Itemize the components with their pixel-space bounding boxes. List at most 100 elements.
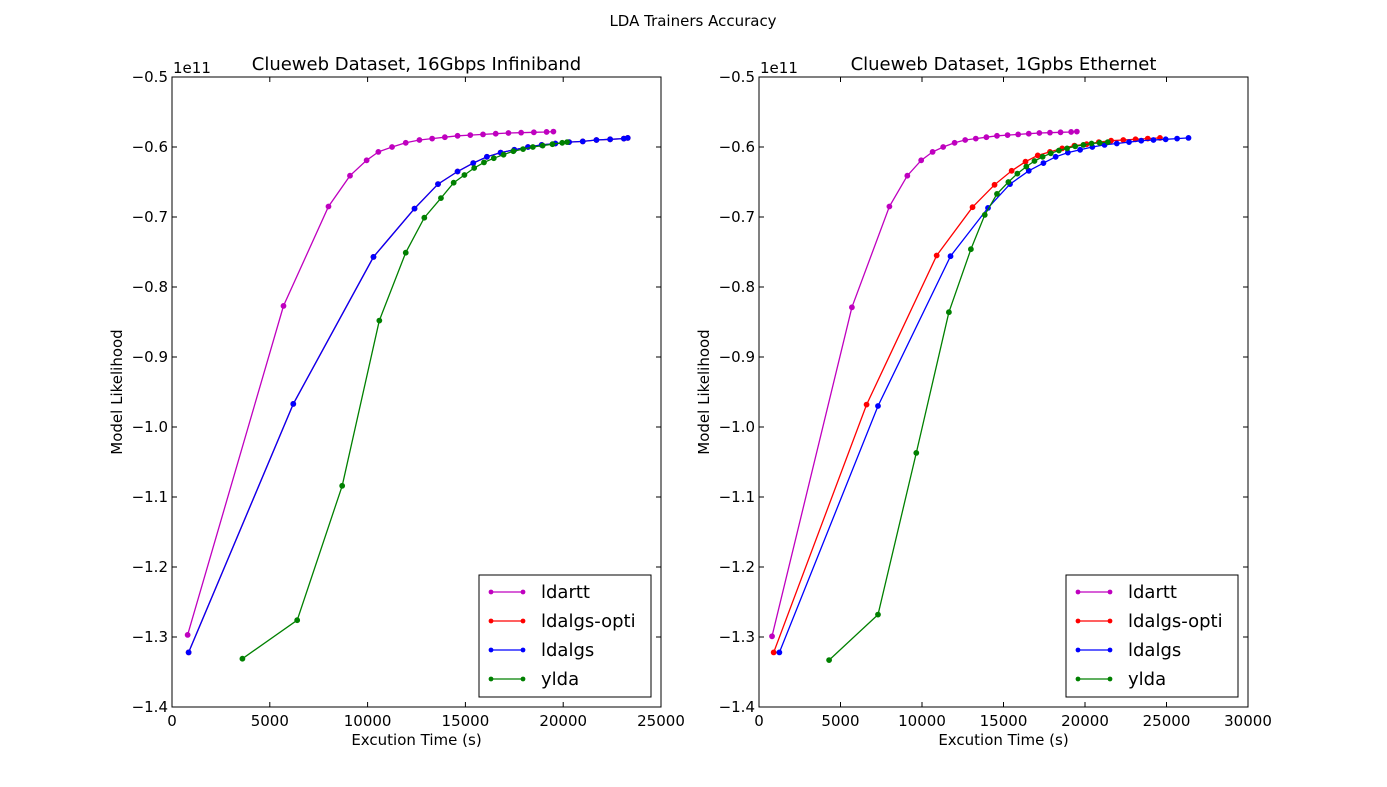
y-axis-label: Model Likelihood <box>695 329 713 454</box>
data-point-ldalgs-opti <box>1120 137 1127 143</box>
data-point-ylda <box>1072 143 1079 150</box>
y-tick-label: −0.7 <box>719 208 755 226</box>
data-point-ylda <box>1104 139 1111 146</box>
data-point-ldartt <box>505 130 512 136</box>
data-point-ylda <box>529 144 536 150</box>
legend-label: ldalgs <box>541 640 594 661</box>
data-point-ldartt <box>280 303 287 309</box>
legend-swatch-marker <box>1075 647 1081 653</box>
data-point-ylda <box>376 317 383 324</box>
legend-swatch-marker <box>488 618 494 624</box>
y-tick-label: −1.3 <box>132 628 168 646</box>
data-point-ldartt <box>918 157 925 164</box>
legend: ldartt ldalgs-opti ldalgs ylda <box>478 574 652 698</box>
series-ylda <box>826 139 1111 663</box>
data-point-ldalgs <box>624 135 631 141</box>
data-point-ylda <box>981 212 988 218</box>
legend-label: ylda <box>541 669 579 690</box>
legend-box <box>478 574 652 698</box>
x-tick-label: 5000 <box>821 712 859 730</box>
data-point-ldalgs-opti <box>969 204 976 211</box>
data-point-ldalgs-opti <box>1022 158 1029 165</box>
data-point-ylda <box>1023 163 1030 170</box>
x-tick-label: 0 <box>754 712 764 730</box>
data-point-ldartt <box>886 203 893 210</box>
legend-label: ldalgs-opti <box>1128 611 1223 632</box>
x-tick-label: 15000 <box>980 712 1028 730</box>
y-tick-label: −0.6 <box>132 138 168 156</box>
data-point-ylda <box>549 141 556 148</box>
data-point-ldalgs <box>1113 140 1120 147</box>
legend-swatch-marker <box>1107 618 1113 624</box>
x-tick-label: 15000 <box>442 712 490 730</box>
figure-suptitle: LDA Trainers Accuracy <box>609 12 776 30</box>
data-point-ylda <box>1031 158 1038 164</box>
y-tick-label: −0.9 <box>132 348 168 366</box>
data-point-ylda <box>1080 142 1087 148</box>
data-point-ldalgs-opti <box>1008 167 1015 174</box>
data-point-ldartt <box>849 304 855 311</box>
data-point-ldartt <box>769 633 775 640</box>
data-point-ylda <box>913 450 920 456</box>
data-point-ylda <box>1096 139 1103 146</box>
data-point-ylda <box>510 148 517 155</box>
data-point-ldartt <box>492 130 499 137</box>
data-point-ldalgs <box>875 403 881 409</box>
data-point-ldalgs <box>947 253 954 260</box>
chart-panel-infiniband: 0 5000 10000 15000 20000 25000 −1.4 −1.3 −1.2 −1.… <box>108 54 685 749</box>
legend-swatch-marker <box>520 589 526 595</box>
legend-swatch-marker <box>488 647 494 653</box>
data-point-ylda <box>945 309 952 316</box>
x-tick-label: 0 <box>167 712 177 730</box>
series-line-ldartt <box>771 130 1077 637</box>
data-point-ylda <box>875 611 881 618</box>
data-point-ldartt <box>454 132 461 139</box>
data-point-ldalgs <box>435 181 441 188</box>
legend-label: ldalgs-opti <box>541 611 636 632</box>
y-tick-label: −1.1 <box>719 488 755 506</box>
x-tick-label: 25000 <box>637 712 685 730</box>
y-tick-label: −0.6 <box>719 138 755 156</box>
legend-swatch-marker <box>1075 676 1081 682</box>
y-tick-label: −1.4 <box>132 698 168 716</box>
y-tick-label: −0.5 <box>132 68 168 86</box>
legend-swatch-marker <box>1107 589 1113 595</box>
data-point-ylda <box>438 195 444 202</box>
data-point-ldartt <box>347 172 353 179</box>
y-tick-label: −1.3 <box>719 628 755 646</box>
series-ldartt <box>184 128 557 638</box>
data-point-ylda <box>481 159 487 166</box>
data-point-ldartt <box>363 157 370 164</box>
legend-box <box>1065 574 1239 698</box>
data-point-ldalgs <box>290 401 297 407</box>
data-point-ldalgs <box>185 649 192 656</box>
y-tick-label: −0.9 <box>719 348 755 366</box>
data-point-ldartt <box>402 139 409 146</box>
data-point-ylda <box>339 482 346 489</box>
data-point-ldalgs <box>470 160 477 167</box>
legend-label: ldartt <box>541 582 590 603</box>
data-point-ldalgs <box>1025 167 1032 174</box>
legend-swatch-marker <box>1075 589 1081 595</box>
axes-frame <box>171 76 662 708</box>
data-point-ldartt <box>530 129 537 136</box>
data-point-ldartt <box>518 129 525 136</box>
series-line-ldartt <box>186 130 554 636</box>
data-point-ylda <box>559 139 566 146</box>
data-point-ldartt <box>1025 130 1032 137</box>
data-point-ldalgs <box>593 137 600 143</box>
data-point-ldalgs <box>1040 160 1047 167</box>
data-point-ylda <box>1014 170 1021 177</box>
data-point-ldartt <box>972 135 979 142</box>
data-point-ldalgs <box>484 153 490 160</box>
y-tick-label: −1.1 <box>132 488 168 506</box>
data-point-ylda <box>1064 145 1070 152</box>
chart-title: Clueweb Dataset, 1Gpbs Ethernet <box>851 54 1157 75</box>
legend-swatch-marker <box>520 676 526 682</box>
data-point-ldartt <box>994 132 1000 139</box>
data-point-ylda <box>461 172 468 178</box>
x-tick-label: 10000 <box>898 712 946 730</box>
legend-swatch-marker <box>488 589 494 595</box>
data-point-ldalgs <box>1138 137 1145 144</box>
data-point-ldartt <box>940 144 947 150</box>
